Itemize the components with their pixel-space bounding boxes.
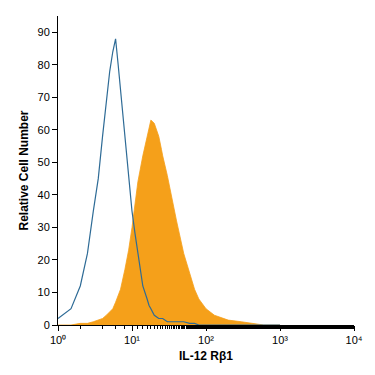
svg-text:10⁴: 10⁴ — [346, 334, 363, 346]
svg-text:10: 10 — [38, 286, 50, 298]
svg-text:30: 30 — [38, 221, 50, 233]
svg-text:50: 50 — [38, 156, 50, 168]
svg-text:40: 40 — [38, 189, 50, 201]
svg-text:80: 80 — [38, 59, 50, 71]
svg-text:10¹: 10¹ — [124, 334, 140, 346]
svg-text:10²: 10² — [198, 334, 214, 346]
svg-text:Relative Cell Number: Relative Cell Number — [17, 110, 31, 230]
svg-text:IL-12 Rβ1: IL-12 Rβ1 — [179, 349, 233, 363]
svg-text:90: 90 — [38, 26, 50, 38]
svg-text:70: 70 — [38, 91, 50, 103]
svg-text:10⁰: 10⁰ — [50, 334, 66, 346]
svg-text:0: 0 — [44, 319, 50, 331]
svg-text:20: 20 — [38, 254, 50, 266]
svg-text:60: 60 — [38, 124, 50, 136]
svg-text:10³: 10³ — [272, 334, 288, 346]
